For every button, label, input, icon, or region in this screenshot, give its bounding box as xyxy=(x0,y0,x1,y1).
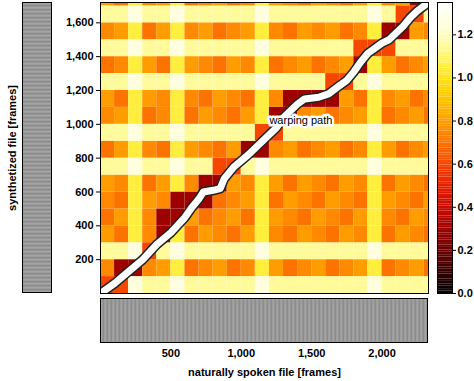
svg-text:1.0: 1.0 xyxy=(458,71,473,83)
svg-text:500: 500 xyxy=(162,347,180,359)
svg-text:1,200: 1,200 xyxy=(66,84,94,96)
svg-text:warping path: warping path xyxy=(268,114,332,126)
svg-text:600: 600 xyxy=(75,186,93,198)
svg-text:0.6: 0.6 xyxy=(458,158,473,170)
svg-text:0.8: 0.8 xyxy=(458,115,473,127)
svg-text:naturally spoken file [frames]: naturally spoken file [frames] xyxy=(188,366,341,378)
svg-text:400: 400 xyxy=(75,219,93,231)
svg-text:1,400: 1,400 xyxy=(66,50,94,62)
svg-text:1,600: 1,600 xyxy=(66,16,94,28)
svg-text:0.0: 0.0 xyxy=(458,287,473,299)
svg-text:2,000: 2,000 xyxy=(368,347,396,359)
svg-text:800: 800 xyxy=(75,152,93,164)
svg-text:1.2: 1.2 xyxy=(458,28,473,40)
svg-text:synthetized file [frames]: synthetized file [frames] xyxy=(6,85,18,211)
svg-text:0.4: 0.4 xyxy=(458,201,474,213)
svg-text:200: 200 xyxy=(75,253,93,265)
svg-text:1,500: 1,500 xyxy=(298,347,326,359)
svg-text:1,000: 1,000 xyxy=(228,347,256,359)
svg-text:0.2: 0.2 xyxy=(458,244,473,256)
svg-text:1,000: 1,000 xyxy=(66,118,94,130)
